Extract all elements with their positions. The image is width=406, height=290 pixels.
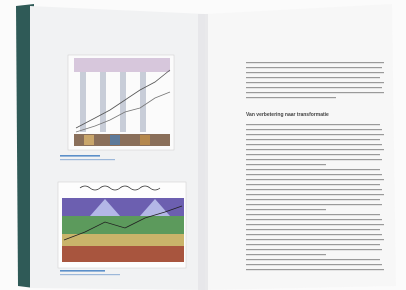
text-line xyxy=(246,199,380,200)
text-line xyxy=(246,249,382,250)
text-line xyxy=(246,269,384,270)
text-line xyxy=(246,139,380,140)
text-line xyxy=(246,214,380,215)
text-line xyxy=(246,164,326,165)
page: Van verbetering naar transformatie (() =… xyxy=(0,0,406,290)
text-line xyxy=(246,134,384,135)
text-line xyxy=(246,204,382,205)
gutter-shadow xyxy=(198,14,208,290)
text-line xyxy=(246,229,380,230)
section-heading: Van verbetering naar transformatie xyxy=(246,112,329,118)
text-line xyxy=(246,219,382,220)
text-line xyxy=(246,209,326,210)
text-line xyxy=(246,124,380,125)
figure-2 xyxy=(58,182,186,275)
text-line xyxy=(246,129,382,130)
text-line xyxy=(246,224,384,225)
text-line xyxy=(246,254,326,255)
text-line xyxy=(246,149,384,150)
text-line xyxy=(246,234,382,235)
text-line xyxy=(246,189,382,190)
text-line xyxy=(246,264,382,265)
text-line xyxy=(246,154,380,155)
right-page xyxy=(205,4,396,290)
text-line xyxy=(246,169,380,170)
text-line xyxy=(246,259,380,260)
text-line xyxy=(246,174,382,175)
text-line xyxy=(246,159,382,160)
figure-1 xyxy=(60,55,174,160)
text-line xyxy=(246,244,380,245)
text-line xyxy=(246,194,384,195)
text-line xyxy=(246,184,380,185)
text-line xyxy=(246,144,382,145)
book-photo: Van verbetering naar transformatie xyxy=(0,0,406,290)
text-line xyxy=(246,179,384,180)
text-line xyxy=(246,239,384,240)
